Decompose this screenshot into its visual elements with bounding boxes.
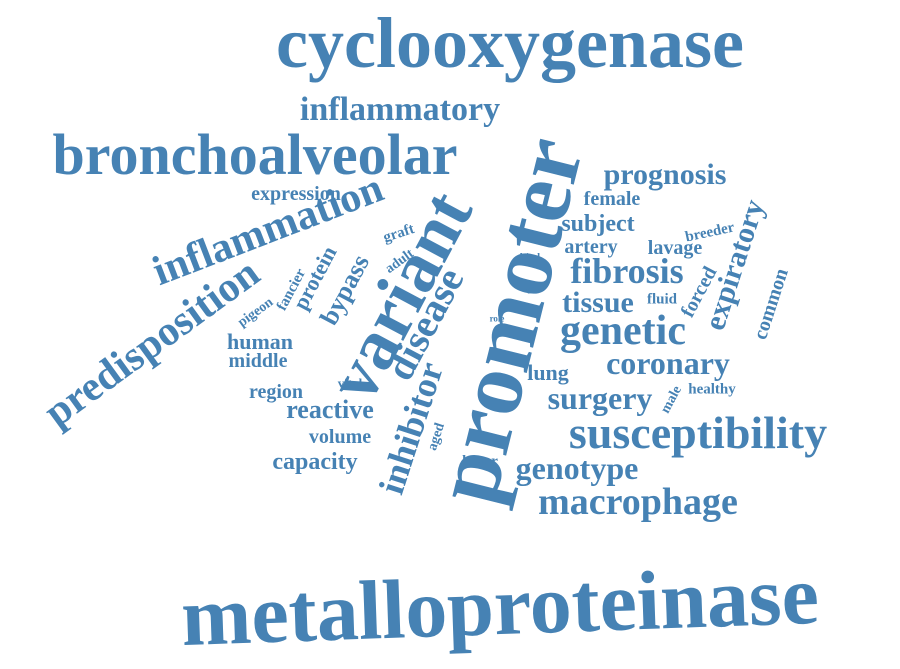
word-capacity: capacity <box>272 449 358 475</box>
word-region: region <box>248 381 304 403</box>
word-cyclooxygenase: cyclooxygenase <box>276 3 744 83</box>
word-human: human <box>226 329 294 354</box>
word-bronchoalveolar: bronchoalveolar <box>52 122 458 187</box>
word-susceptibility: susceptibility <box>568 407 828 458</box>
word-common: common <box>749 265 793 343</box>
word-subject: subject <box>561 211 635 237</box>
word-fibrosis: fibrosis <box>570 251 684 291</box>
word-middle: middle <box>228 350 288 372</box>
word-female: female <box>583 188 641 210</box>
word-artery: artery <box>564 236 618 258</box>
word-prognosis: prognosis <box>603 158 727 191</box>
word-surgery: surgery <box>547 380 653 416</box>
word-role: role <box>489 313 505 324</box>
word-bird: bird <box>519 251 541 264</box>
word-lavage: lavage <box>647 237 703 259</box>
word-expression: expression <box>251 183 341 205</box>
word-tissue: tissue <box>562 286 634 319</box>
word-macrophage: macrophage <box>538 481 738 523</box>
word-volume: volume <box>308 426 372 448</box>
word-genotype: genotype <box>515 450 639 486</box>
word-reactive: reactive <box>286 395 374 424</box>
word-healthy: healthy <box>688 381 736 398</box>
word-coronary: coronary <box>606 345 730 381</box>
word-vital: vital <box>337 375 363 391</box>
word-inflammatory: inflammatory <box>299 91 501 128</box>
word-genetic: genetic <box>560 308 686 354</box>
word-lung: lung <box>527 360 569 385</box>
word-fluid: fluid <box>646 291 678 308</box>
word-metalloproteinase: metalloproteinase <box>179 548 821 665</box>
word-lower: lower <box>462 453 498 470</box>
